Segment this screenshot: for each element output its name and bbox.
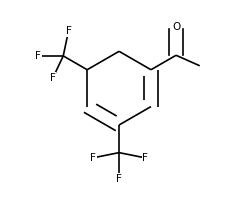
Text: F: F xyxy=(35,51,41,61)
Text: F: F xyxy=(142,153,148,163)
Text: F: F xyxy=(50,73,56,83)
Text: O: O xyxy=(172,22,180,32)
Text: F: F xyxy=(116,174,122,184)
Text: F: F xyxy=(65,26,72,36)
Text: F: F xyxy=(90,153,96,163)
